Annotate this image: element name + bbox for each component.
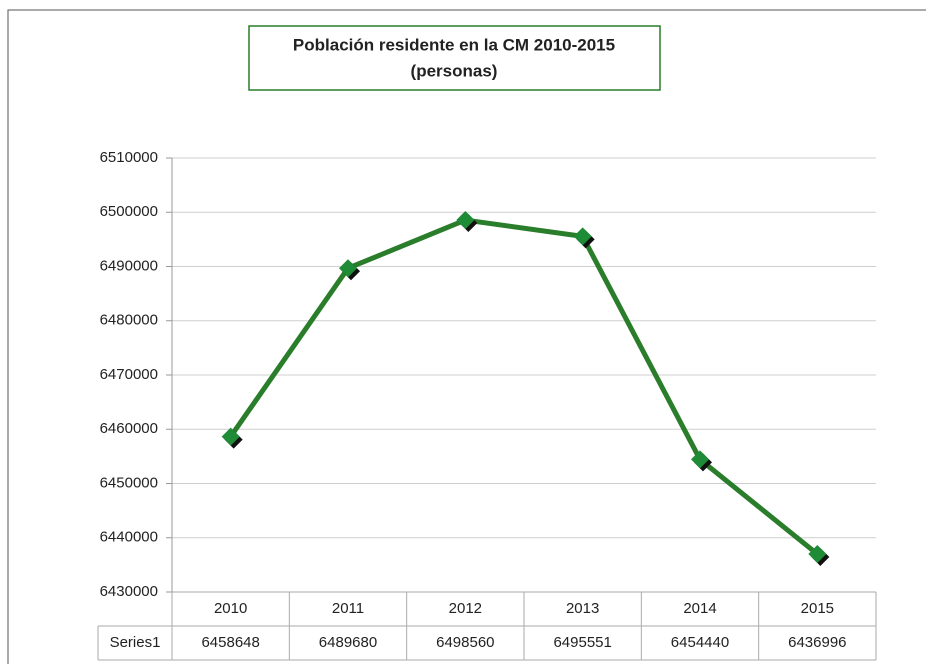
y-tick-label: 6450000 [100,474,158,491]
chart-subtitle: (personas) [411,61,498,80]
x-tick-label: 2011 [332,600,364,617]
y-tick-label: 6460000 [100,420,158,437]
marker [573,227,592,246]
chart-title: Población residente en la CM 2010-2015 [293,35,615,54]
marker [221,427,240,446]
legend-label: Series1 [110,634,161,651]
x-tick-label: 2010 [214,600,247,617]
table-value: 6454440 [671,634,729,651]
table-value: 6495551 [553,634,611,651]
table-value: 6458648 [201,634,259,651]
y-tick-label: 6500000 [100,203,158,220]
table-value: 6498560 [436,634,494,651]
marker [808,545,827,564]
y-tick-label: 6440000 [100,529,158,546]
chart-border [7,9,926,664]
marker [691,450,709,469]
x-tick-label: 2012 [449,600,482,617]
marker [456,211,475,230]
x-tick-label: 2015 [801,600,834,617]
y-tick-label: 6480000 [100,312,158,329]
y-tick-label: 6430000 [100,583,158,600]
y-tick-label: 6470000 [100,366,158,383]
x-tick-label: 2014 [683,600,716,617]
title-box [248,25,661,91]
x-tick-label: 2013 [566,600,599,617]
line [228,217,819,556]
marker [339,259,357,278]
y-tick-label: 6510000 [100,149,158,166]
y-tick-label: 6490000 [100,257,158,274]
table-value: 6436996 [788,634,846,651]
table-value: 6489680 [319,634,377,651]
